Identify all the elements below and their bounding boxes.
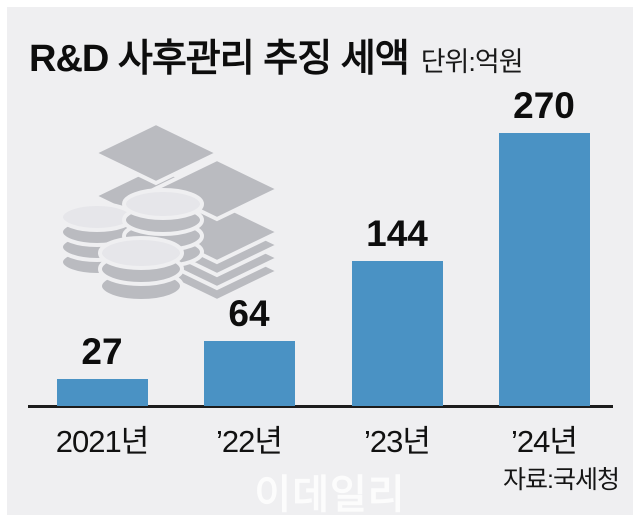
page-title: R&D 사후관리 추징 세액 (29, 38, 410, 80)
bar (352, 261, 443, 406)
x-axis-label: ’23년 (364, 424, 431, 459)
x-axis-label: ’24년 (511, 424, 578, 459)
unit-label: 단위:억원 (420, 47, 524, 77)
bar (204, 341, 295, 406)
x-axis-label: ’22년 (216, 424, 283, 459)
edaily-watermark: 이데일리 (254, 473, 406, 517)
bar-chart: 27 2021년 64 ’22년 144 ’23년 270 ’24년 (7, 7, 633, 515)
bar-value-label: 270 (513, 85, 575, 126)
infographic-panel: R&D 사후관리 추징 세액 단위:억원 (7, 7, 633, 517)
header: R&D 사후관리 추징 세액 단위:억원 (29, 27, 524, 82)
bar (57, 379, 148, 406)
bar-value-label: 64 (228, 293, 270, 334)
bar-value-label: 144 (366, 213, 428, 254)
source-note: 자료:국세청 (503, 466, 620, 494)
x-axis-label: 2021년 (55, 424, 149, 459)
x-axis-line (28, 405, 613, 408)
bar-value-label: 27 (81, 331, 123, 372)
bar (499, 133, 590, 406)
money-stacks-icon (59, 120, 279, 302)
